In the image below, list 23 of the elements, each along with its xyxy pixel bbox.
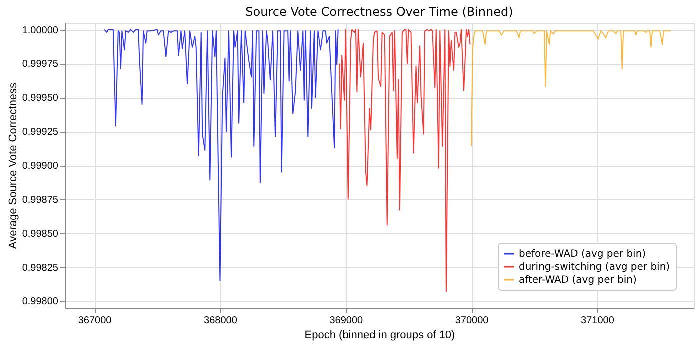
x-tick-label: 369000 — [330, 316, 364, 326]
line-series — [104, 29, 339, 282]
chart-title: Source Vote Correctness Over Time (Binned) — [246, 5, 514, 19]
y-tick-label: 1.00000 — [22, 25, 59, 36]
y-tick-label: 0.99850 — [22, 228, 59, 240]
x-axis-title: Epoch (binned in groups of 10) — [304, 330, 456, 342]
legend-label: after-WAD (avg per bin) — [519, 275, 638, 286]
line-series — [339, 29, 471, 292]
y-axis-title: Average Source Vote Correctness — [7, 82, 20, 250]
y-tick-label: 0.99875 — [22, 194, 59, 206]
legend-label: during-switching (avg per bin) — [519, 262, 670, 273]
y-tick-label: 0.99800 — [22, 296, 59, 308]
y-tick-label: 0.99925 — [22, 127, 59, 138]
y-tick-label: 0.99900 — [22, 161, 59, 172]
legend-label: before-WAD (avg per bin) — [519, 249, 646, 260]
x-tick-label: 371000 — [581, 316, 615, 326]
line-series — [471, 30, 672, 147]
y-tick-label: 0.99825 — [22, 262, 59, 274]
y-tick-label: 0.99950 — [22, 93, 59, 104]
y-tick-label: 0.99975 — [22, 59, 59, 70]
x-tick-label: 367000 — [78, 316, 112, 326]
x-tick-label: 370000 — [455, 316, 490, 326]
x-tick-label: 368000 — [204, 316, 238, 326]
